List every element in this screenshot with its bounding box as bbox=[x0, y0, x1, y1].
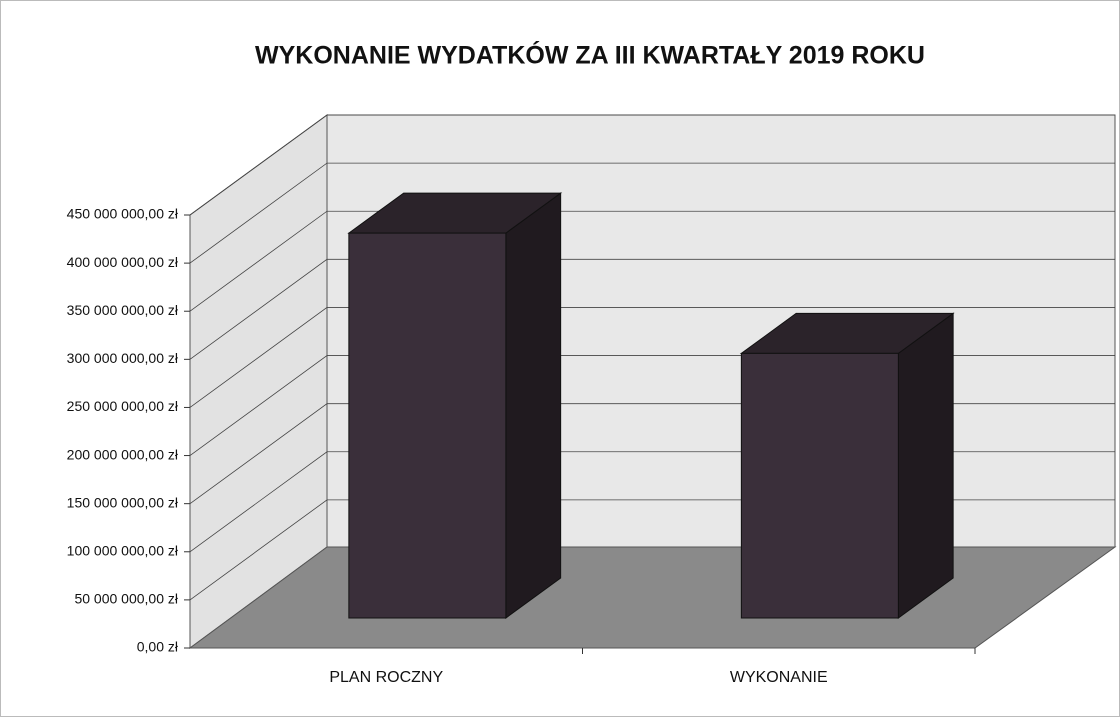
grid-line bbox=[189, 210, 1115, 312]
bar bbox=[740, 352, 899, 619]
y-tick-label: 300 000 000,00 zł bbox=[67, 350, 179, 366]
floor bbox=[188, 546, 1117, 649]
bar bbox=[348, 232, 507, 619]
x-tick-label: PLAN ROCZNY bbox=[329, 669, 443, 686]
grid-line bbox=[189, 258, 1115, 360]
grid-line bbox=[189, 162, 1115, 264]
y-tick-label: 200 000 000,00 zł bbox=[67, 446, 179, 462]
y-tick-label: 50 000 000,00 zł bbox=[74, 591, 178, 607]
y-tick-label: 350 000 000,00 zł bbox=[67, 302, 179, 318]
grid-line bbox=[189, 114, 1115, 216]
chart-title: WYKONANIE WYDATKÓW ZA III KWARTAŁY 2019 … bbox=[255, 40, 925, 70]
x-tick-label: WYKONANIE bbox=[730, 669, 828, 686]
y-tick-label: 400 000 000,00 zł bbox=[67, 254, 179, 270]
y-tick-label: 100 000 000,00 zł bbox=[67, 542, 179, 558]
y-tick-label: 450 000 000,00 zł bbox=[67, 206, 179, 222]
y-tick-label: 150 000 000,00 zł bbox=[67, 494, 179, 510]
y-tick-label: 250 000 000,00 zł bbox=[67, 398, 179, 414]
bar-side bbox=[505, 192, 562, 619]
y-tick-label: 0,00 zł bbox=[137, 639, 179, 655]
grid-line bbox=[189, 307, 1115, 408]
bar-side bbox=[897, 312, 954, 619]
